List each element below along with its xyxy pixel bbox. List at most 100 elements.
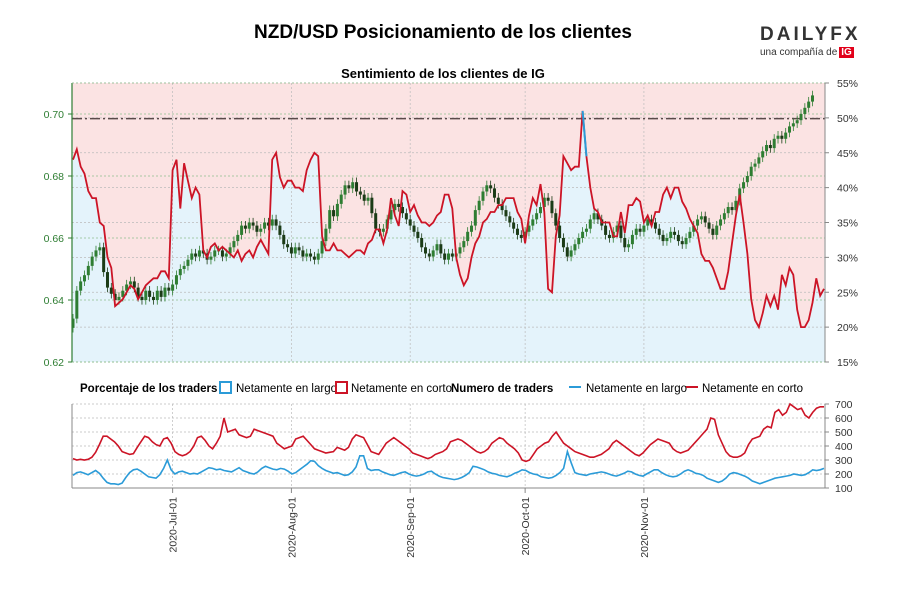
candle-body: [565, 247, 569, 257]
candle-body: [753, 163, 757, 167]
candle-body: [209, 256, 213, 260]
candle-body: [362, 194, 366, 201]
candle-body: [584, 228, 588, 232]
candle-body: [707, 222, 711, 229]
candle-body: [140, 296, 144, 300]
candle-body: [673, 231, 677, 235]
candle-body: [435, 244, 439, 251]
long-percent-spike: [581, 110, 588, 157]
candle-body: [558, 225, 562, 238]
legend-percent-long-swatch: [219, 381, 232, 394]
candle-body: [121, 290, 125, 297]
candle-body: [351, 182, 355, 189]
candle-body: [286, 244, 290, 248]
dailyfx-logo: DAILYFX una compañía de IG: [760, 24, 870, 58]
candle-body: [665, 238, 669, 242]
candle-body: [259, 228, 263, 232]
candle-body: [171, 284, 175, 291]
x-axis-tick-label: 2020-Jul-01: [168, 497, 180, 553]
candle-body: [381, 228, 385, 232]
candle-body: [722, 213, 726, 220]
ig-logo-badge: IG: [839, 47, 854, 58]
candle-body: [715, 225, 719, 235]
candle-body: [270, 219, 274, 226]
candle-body: [542, 197, 546, 207]
candle-body: [561, 238, 565, 248]
lower-axis-tick-label: 400: [835, 441, 853, 453]
candle-body: [577, 238, 581, 245]
candle-body: [102, 247, 106, 273]
lower-axis-tick-label: 600: [835, 413, 853, 425]
left-axis-tick-label: 0.64: [44, 295, 65, 307]
candle-body: [282, 234, 286, 245]
candle-body: [301, 250, 305, 257]
x-axis-tick-label: 2020-Aug-01: [286, 497, 298, 558]
candle-body: [619, 225, 623, 238]
candle-body: [531, 219, 535, 226]
legend-count-title: Numero de traders: [451, 383, 553, 395]
candle-body: [90, 256, 94, 266]
candle-body: [416, 231, 420, 238]
candle-body: [745, 176, 749, 183]
candle-body: [450, 253, 454, 257]
candle-body: [278, 225, 282, 235]
candle-body: [684, 238, 688, 245]
candle-body: [397, 203, 401, 207]
candle-body: [596, 213, 600, 220]
right-axis-tick-label: 40%: [837, 183, 858, 195]
candle-body: [477, 200, 481, 211]
legend-percent-short-swatch: [335, 381, 348, 394]
candle-body: [427, 253, 431, 257]
candle-body: [569, 250, 573, 257]
candle-body: [266, 222, 270, 226]
candle-body: [443, 253, 447, 260]
candle-body: [332, 210, 336, 217]
candle-body: [768, 145, 772, 149]
candle-body: [730, 207, 734, 211]
candle-body: [151, 296, 155, 300]
left-axis-tick-label: 0.62: [44, 357, 65, 369]
candle-body: [803, 107, 807, 114]
candle-body: [512, 222, 516, 229]
candle-body: [749, 166, 753, 176]
candle-body: [604, 225, 608, 235]
lower-axis-tick-label: 200: [835, 469, 853, 481]
candle-body: [550, 200, 554, 214]
candle-body: [408, 219, 412, 226]
candle-body: [263, 222, 267, 229]
candle-body: [274, 219, 278, 226]
lower-panel: 700 600 500 400 300 200 100: [71, 399, 853, 495]
right-axis-tick-label: 35%: [837, 218, 858, 230]
candle-body: [86, 265, 90, 276]
candle-body: [642, 225, 646, 232]
candle-body: [113, 293, 117, 300]
candle-body: [592, 213, 596, 220]
logo-tagline: una compañía de IG: [760, 47, 870, 58]
candle-body: [765, 145, 769, 152]
candle-body: [458, 247, 462, 254]
candle-body: [703, 216, 707, 223]
candle-body: [462, 241, 466, 248]
candle-body: [117, 296, 121, 300]
candle-body: [688, 231, 692, 238]
candle-body: [519, 234, 523, 238]
candle-body: [791, 123, 795, 127]
candle-body: [431, 250, 435, 257]
candle-body: [646, 219, 650, 226]
candle-body: [784, 132, 788, 139]
candle-body: [680, 241, 684, 245]
legend-percent-title: Porcentaje de los traders: [80, 383, 217, 395]
candle-body: [627, 244, 631, 248]
candle-body: [94, 250, 98, 257]
candle-body: [228, 247, 232, 254]
candle-body: [761, 151, 765, 158]
candle-body: [527, 225, 531, 232]
logo-wordmark: DAILYFX: [760, 24, 861, 45]
candle-body: [623, 238, 627, 248]
candle-body: [669, 231, 673, 238]
candle-body: [197, 250, 201, 257]
candle-body: [293, 247, 297, 254]
candle-body: [630, 234, 634, 245]
page-title: NZD/USD Posicionamiento de los clientes: [254, 22, 632, 43]
right-axis-tick-label: 20%: [837, 322, 858, 334]
